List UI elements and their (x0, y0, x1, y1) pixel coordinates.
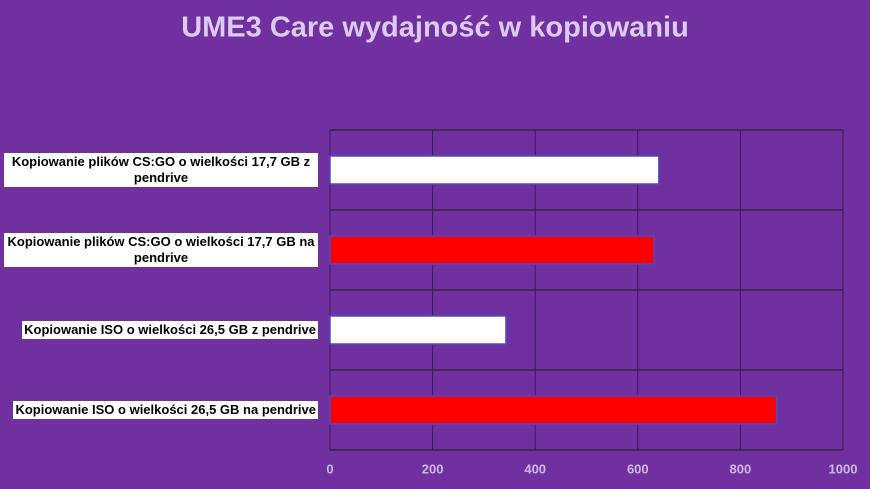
x-tick-label: 800 (730, 461, 752, 476)
y-category-label: Kopiowanie ISO o wielkości 26,5 GB z pen… (22, 321, 318, 339)
bar (329, 155, 660, 185)
x-tick-label: 0 (326, 461, 333, 476)
x-tick-label: 1000 (829, 461, 858, 476)
x-tick-label: 400 (524, 461, 546, 476)
bar (329, 315, 507, 345)
y-category-label: Kopiowanie plików CS:GO o wielkości 17,7… (4, 153, 318, 187)
bar (329, 235, 655, 265)
x-tick-label: 600 (627, 461, 649, 476)
x-tick-label: 200 (422, 461, 444, 476)
y-category-label: Kopiowanie ISO o wielkości 26,5 GB na pe… (13, 401, 318, 419)
chart-title: UME3 Care wydajność w kopiowaniu (181, 12, 689, 44)
bar (329, 395, 778, 425)
y-category-label: Kopiowanie plików CS:GO o wielkości 17,7… (4, 233, 318, 267)
